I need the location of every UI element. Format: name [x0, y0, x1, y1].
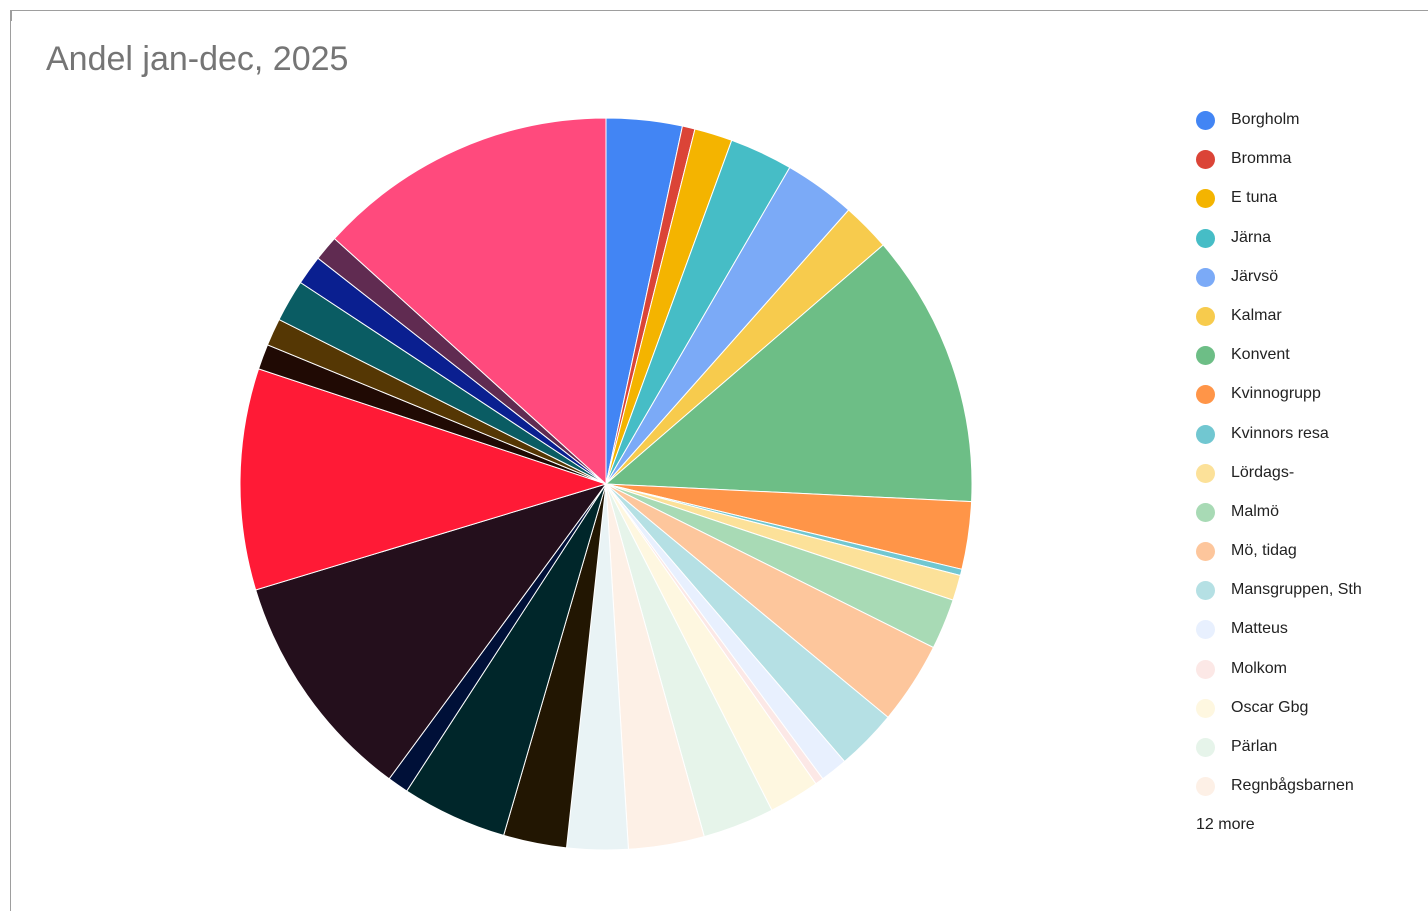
- legend-label: Kalmar: [1231, 306, 1282, 324]
- legend-item[interactable]: Lördags-: [1196, 459, 1426, 498]
- legend: Borgholm Bromma E tuna Järna Järvsö Kalmar Kon…: [1196, 106, 1426, 834]
- frame-corner: [11, 11, 12, 21]
- legend-swatch-icon: [1196, 306, 1215, 326]
- legend-item[interactable]: Pärlan: [1196, 733, 1426, 772]
- legend-item[interactable]: Järvsö: [1196, 263, 1426, 302]
- legend-swatch-icon: [1196, 659, 1215, 679]
- legend-label: Konvent: [1231, 346, 1290, 364]
- legend-swatch-icon: [1196, 463, 1215, 483]
- legend-label: Malmö: [1231, 502, 1280, 520]
- legend-items: Borgholm Bromma E tuna Järna Järvsö Kalmar Kon…: [1196, 106, 1426, 811]
- legend-swatch-icon: [1196, 189, 1215, 209]
- legend-label: Regnbågsbarnen: [1231, 777, 1354, 795]
- legend-swatch-icon: [1196, 620, 1215, 640]
- legend-label: Pärlan: [1231, 738, 1278, 755]
- legend-swatch-icon: [1196, 228, 1215, 248]
- legend-swatch-icon: [1196, 698, 1215, 718]
- legend-item[interactable]: E tuna: [1196, 184, 1426, 223]
- pie-slice-29[interactable]: [333, 117, 607, 486]
- legend-swatch-icon: [1196, 346, 1215, 366]
- legend-item[interactable]: Järna: [1196, 224, 1426, 263]
- legend-label: Lördags-: [1231, 463, 1295, 481]
- legend-swatch-icon: [1196, 111, 1215, 130]
- legend-label: Järna: [1231, 228, 1272, 246]
- legend-item[interactable]: Oscar Gbg: [1196, 694, 1426, 733]
- legend-item[interactable]: Mö, tidag: [1196, 537, 1426, 576]
- legend-label: Kvinnogrupp: [1231, 385, 1321, 403]
- legend-item[interactable]: Kalmar: [1196, 302, 1426, 341]
- chart-title: Andel jan-dec, 2025: [46, 40, 349, 78]
- legend-item[interactable]: Bromma: [1196, 145, 1426, 184]
- legend-label: Borgholm: [1231, 111, 1300, 128]
- legend-label: Kvinnors resa: [1231, 424, 1329, 442]
- legend-swatch-icon: [1196, 150, 1215, 170]
- legend-item[interactable]: Kvinnogrupp: [1196, 380, 1426, 419]
- legend-swatch-icon: [1196, 424, 1215, 444]
- legend-label: Matteus: [1231, 620, 1288, 638]
- legend-label: Molkom: [1231, 659, 1288, 677]
- legend-swatch-icon: [1196, 267, 1215, 287]
- legend-item[interactable]: Molkom: [1196, 655, 1426, 694]
- legend-swatch-icon: [1196, 738, 1215, 757]
- legend-swatch-icon: [1196, 385, 1215, 405]
- legend-label: E tuna: [1231, 189, 1278, 207]
- legend-label: Bromma: [1231, 150, 1292, 168]
- legend-item[interactable]: Malmö: [1196, 498, 1426, 537]
- pie-slice-22[interactable]: [255, 483, 608, 780]
- legend-item[interactable]: Mansgruppen, Sth: [1196, 576, 1426, 615]
- legend-label: Mansgruppen, Sth: [1231, 581, 1362, 599]
- legend-item[interactable]: Matteus: [1196, 615, 1426, 654]
- legend-swatch-icon: [1196, 581, 1215, 601]
- legend-item[interactable]: Kvinnors resa: [1196, 420, 1426, 459]
- legend-swatch-icon: [1196, 777, 1215, 797]
- pie-slice-6[interactable]: [604, 244, 973, 503]
- legend-item[interactable]: Konvent: [1196, 341, 1426, 380]
- legend-item[interactable]: Regnbågsbarnen: [1196, 772, 1426, 811]
- legend-swatch-icon: [1196, 542, 1215, 562]
- legend-swatch-icon: [1196, 502, 1215, 522]
- legend-label: Järvsö: [1231, 267, 1279, 285]
- pie-chart[interactable]: [0, 0, 1428, 892]
- legend-more-link[interactable]: 12 more: [1196, 816, 1255, 834]
- legend-item[interactable]: Borgholm: [1196, 106, 1426, 145]
- legend-label: Mö, tidag: [1231, 542, 1297, 560]
- legend-label: Oscar Gbg: [1231, 698, 1309, 716]
- pie-slice-23[interactable]: [239, 368, 608, 591]
